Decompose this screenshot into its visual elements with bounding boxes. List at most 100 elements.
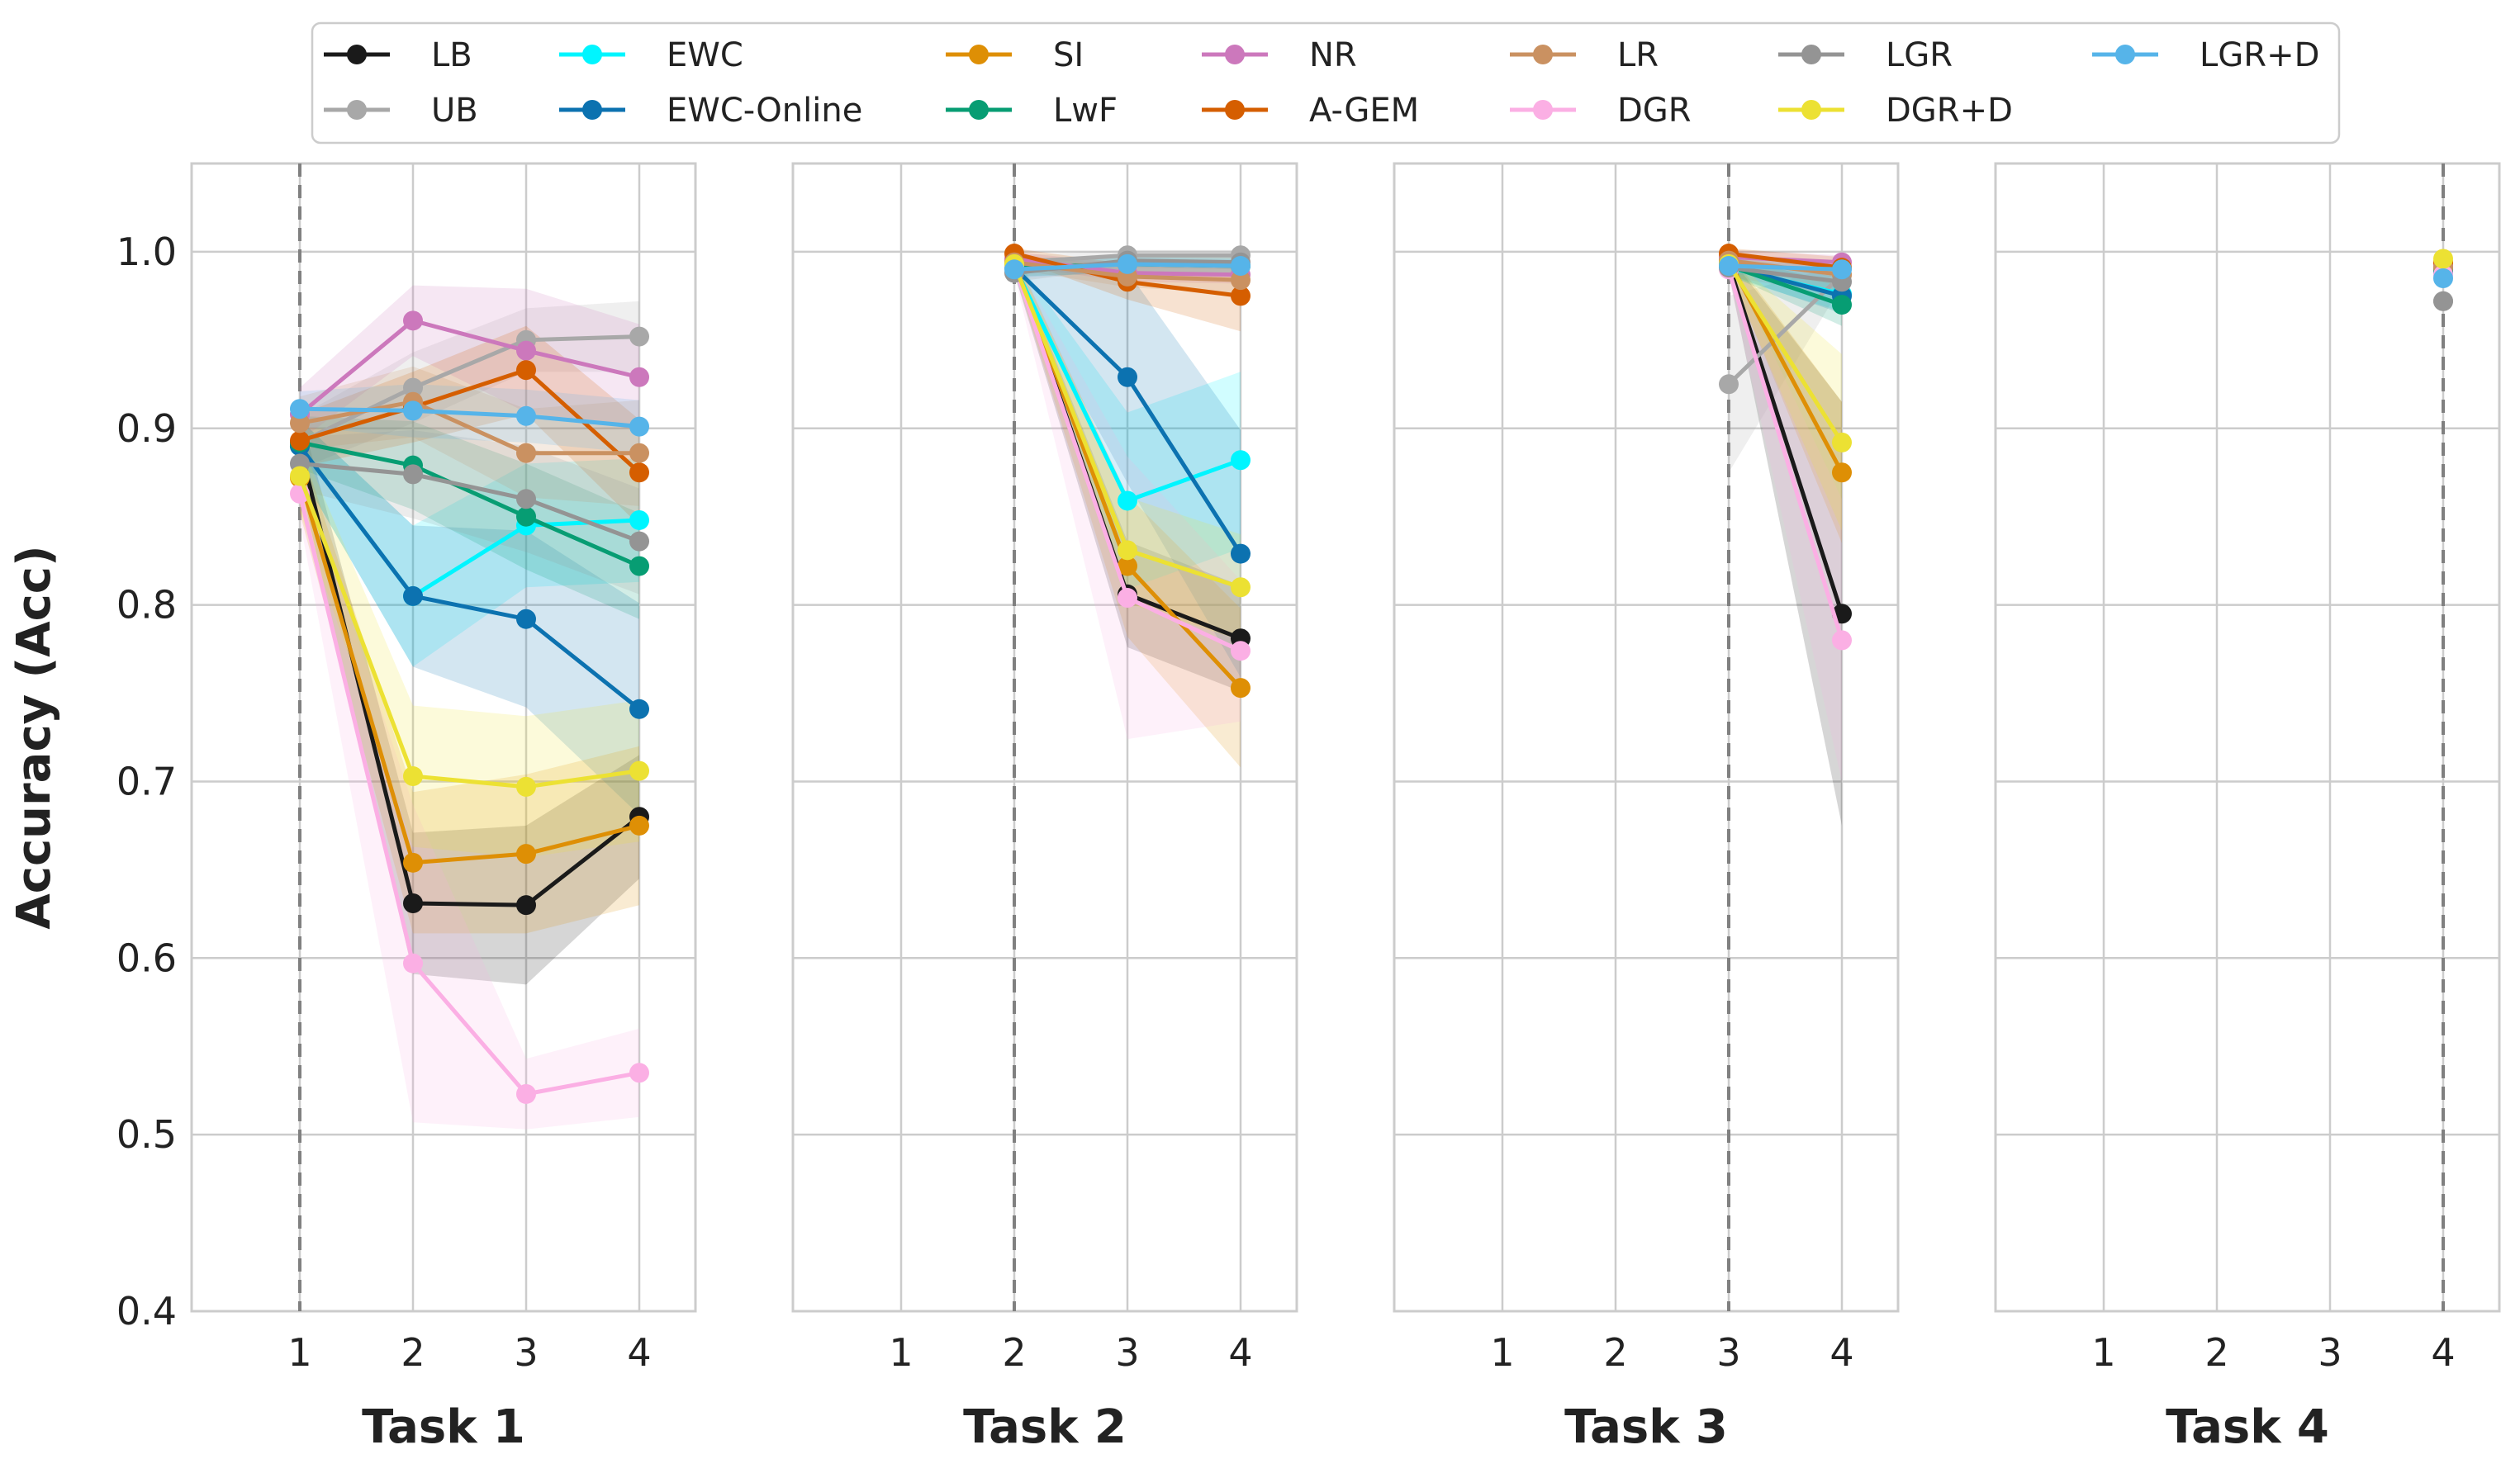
panel-title: Task 3: [1564, 1400, 1728, 1454]
point-a-gem: [516, 360, 536, 381]
point-lgr-d: [516, 405, 536, 426]
x-tick-label: 4: [1829, 1330, 1853, 1375]
point-dgr-d: [1231, 577, 1251, 598]
point-lb: [403, 893, 423, 914]
point-ewc: [1231, 450, 1251, 471]
band-dgr: [1729, 260, 1842, 782]
line-lgr: [1728, 265, 1843, 284]
line-lr: [299, 400, 639, 456]
line-lgr-d: [299, 406, 640, 429]
x-tick-label: 1: [1490, 1330, 1514, 1375]
point-dgr: [629, 1063, 649, 1083]
band-lwf: [300, 415, 639, 619]
series-lgr-d: [1004, 253, 1251, 280]
line-a-gem: [1728, 251, 1843, 270]
legend-marker: [582, 45, 602, 64]
point-nr: [403, 310, 423, 331]
line-ewc-online: [298, 444, 641, 711]
panel-2: 1 2 3 4 Task 2: [791, 162, 1298, 1454]
point-dgr: [403, 953, 423, 973]
line-si: [297, 476, 640, 865]
x-tick-label: 4: [1228, 1330, 1252, 1375]
point-dgr: [1118, 588, 1137, 609]
point-lgr-d: [1832, 259, 1852, 280]
point-dgr-d: [516, 776, 536, 797]
panel-frame: [190, 162, 697, 1313]
legend-item-lwf: LwF: [946, 92, 1118, 130]
point-si: [1832, 462, 1852, 483]
legend-marker: [1225, 45, 1245, 64]
legend-label: LB: [431, 36, 472, 74]
x-tick-label: 1: [287, 1330, 311, 1375]
point-lr: [516, 443, 536, 463]
legend-marker: [1801, 100, 1821, 120]
point-dgr-d: [1832, 432, 1852, 452]
legend-marker: [1801, 45, 1821, 64]
legend-label: NR: [1309, 36, 1357, 74]
legend-marker: [1225, 100, 1245, 120]
point-si: [516, 844, 536, 865]
legend-item-lgr-d: LGR+D: [2092, 36, 2319, 74]
x-tick-label: 2: [1002, 1330, 1026, 1375]
line-ub: [298, 334, 640, 445]
series-lgr-d: [290, 399, 649, 437]
band-ewc: [1014, 257, 1241, 590]
series-dgr-d: [2433, 249, 2453, 269]
legend-item-si: SI: [946, 36, 1084, 74]
legend-label: DGR+D: [1886, 92, 2013, 130]
point-si: [403, 852, 423, 873]
series-lgr-d: [2433, 268, 2453, 288]
x-tick-label: 1: [2091, 1330, 2115, 1375]
point-lb: [516, 895, 536, 916]
legend-item-dgr-d: DGR+D: [1778, 92, 2013, 130]
point-ewc: [1118, 490, 1137, 511]
band-dgr-d: [1729, 255, 1842, 531]
point-ewc-online: [1118, 367, 1137, 387]
line-dgr: [1726, 268, 1844, 642]
band-si: [1729, 251, 1842, 543]
point-lgr: [629, 531, 649, 552]
point-dgr-d: [2433, 249, 2453, 269]
panels: 0.4 0.5 0.6 0.7 0.8 0.9 1.0 1 2 3 4 Task 1 1 2 3 4 Task …: [116, 162, 2501, 1454]
x-tick-label: 2: [1603, 1330, 1627, 1375]
x-tick-label: 3: [514, 1330, 538, 1375]
point-ewc: [629, 509, 649, 530]
legend-label: UB: [431, 92, 478, 130]
point-lwf: [516, 506, 536, 527]
point-dgr: [1832, 630, 1852, 651]
series-lgr-d: [1719, 256, 1852, 280]
point-ewc-online: [629, 699, 649, 719]
panel-title: Task 1: [362, 1400, 525, 1454]
point-lr: [290, 413, 310, 433]
line-dgr: [297, 493, 640, 1097]
point-ewc-online: [1231, 543, 1251, 564]
y-tick-label: 1.0: [116, 230, 177, 274]
legend-item-lb: LB: [324, 36, 472, 74]
point-lwf: [1832, 295, 1852, 315]
legend-marker: [1533, 100, 1553, 120]
point-lgr-d: [1118, 253, 1137, 274]
line-lgr-d: [1728, 263, 1843, 272]
legend-label: SI: [1053, 36, 1084, 74]
legend-label: EWC: [667, 36, 743, 74]
y-tick-label: 0.4: [116, 1289, 177, 1334]
point-ub: [403, 377, 423, 398]
panel-frame: [1994, 162, 2501, 1313]
point-lgr: [2433, 291, 2453, 311]
legend-label: LGR+D: [2200, 36, 2319, 74]
point-dgr-d: [629, 760, 649, 781]
point-lgr-d: [1004, 259, 1024, 280]
line-lgr: [299, 462, 640, 543]
legend-item-ub: UB: [324, 92, 478, 130]
band-si: [300, 442, 639, 934]
legend-item-dgr: DGR: [1510, 92, 1692, 130]
point-si: [1118, 556, 1137, 576]
line-dgr-d: [1726, 263, 1844, 444]
y-tick-label: 0.6: [116, 936, 177, 980]
point-a-gem: [629, 462, 649, 483]
legend-item-a-gem: A-GEM: [1202, 92, 1419, 130]
x-tick-label: 3: [1716, 1330, 1740, 1375]
legend-marker: [347, 45, 367, 64]
point-dgr-d: [290, 466, 310, 486]
